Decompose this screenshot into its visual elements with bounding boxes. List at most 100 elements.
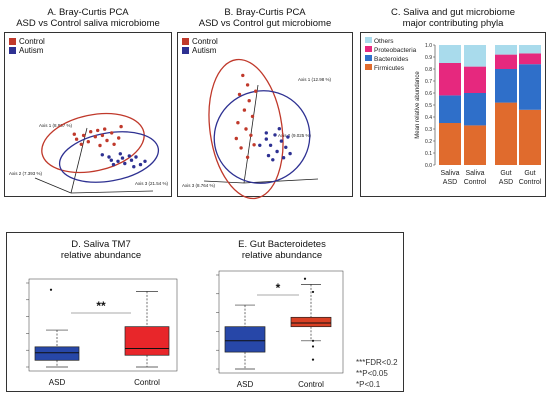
data-point-autism xyxy=(138,162,143,167)
data-point-control xyxy=(234,136,238,141)
data-point-control xyxy=(96,128,100,133)
data-point-autism xyxy=(275,149,279,154)
bar-segment-bacteroides xyxy=(439,95,461,123)
legend-label-control: Control xyxy=(19,37,45,46)
panel-c-plot: Others Proteobacteria Bacteroides Firmicute… xyxy=(365,37,542,186)
panel-b-title-line1: B. Bray-Curtis PCA xyxy=(224,7,306,18)
data-point-autism xyxy=(288,151,292,156)
axis-2-line xyxy=(203,180,245,184)
box-asd xyxy=(34,346,80,361)
panel-e-title-line1: E. Gut Bacteroidetes xyxy=(238,239,326,250)
bar-segment-others xyxy=(464,45,486,67)
panel-de: D. Saliva TM7 relative abundance E. Gut … xyxy=(6,232,404,392)
panel-c-title-line1: C. Saliva and gut microbiome xyxy=(390,7,516,18)
data-point-control xyxy=(250,114,255,119)
panel-b: B. Bray-Curtis PCA ASD vs Control gut mi… xyxy=(177,7,353,200)
data-point-control xyxy=(89,130,93,134)
data-point-control xyxy=(100,133,105,138)
panel-e-plot: ASD Control * xyxy=(216,270,344,389)
box-control xyxy=(124,326,170,356)
legend-swatch-proteobacteria xyxy=(365,46,372,52)
axis-3-line xyxy=(243,178,319,184)
panel-b-legend: Control Autism xyxy=(182,37,218,55)
y-tick-label: 0.7 xyxy=(425,79,432,85)
bar-segment-others xyxy=(495,45,517,55)
data-point-autism xyxy=(132,165,136,169)
x-tick-label: Control xyxy=(298,380,324,389)
y-tick-label: 0.2 xyxy=(425,139,432,145)
legend-label-proteobacteria: Proteobacteria xyxy=(374,47,417,54)
data-point-autism xyxy=(266,153,271,158)
data-point-autism xyxy=(118,152,123,156)
data-point-control xyxy=(239,146,243,150)
ellipse-control xyxy=(41,112,145,174)
axis-2-line xyxy=(34,177,72,194)
x-tick-label: Gut xyxy=(524,170,535,177)
ellipse-autism xyxy=(58,131,160,183)
data-point-autism xyxy=(258,143,262,147)
data-point-control xyxy=(103,127,107,131)
axis-2-label: Axis 2 (7.393 %) xyxy=(9,171,43,176)
bar-segment-bacteroides xyxy=(519,64,541,110)
y-tick-label: 0.6 xyxy=(425,91,432,97)
legend-swatch-autism xyxy=(182,47,189,54)
bar-segment-bacteroides xyxy=(464,93,486,126)
plot-frame xyxy=(28,278,178,372)
significance-marker: * xyxy=(276,281,281,295)
footnote-p05: **P<0.05 xyxy=(356,369,388,378)
x-tick-label: Control xyxy=(519,179,542,186)
data-point-control xyxy=(242,108,247,112)
outlier-point xyxy=(311,358,315,361)
data-point-autism xyxy=(273,133,277,137)
y-tick-label: 0.5 xyxy=(425,103,432,109)
panel-c-title-line2: major contributing phyla xyxy=(402,18,504,29)
y-axis-label: Mean relative abundance xyxy=(415,71,421,139)
outlier-point xyxy=(303,277,307,280)
legend-label-autism: Autism xyxy=(192,46,217,55)
data-point-control xyxy=(72,132,77,136)
data-point-control xyxy=(79,142,84,146)
axis-1-label: Axis 1 (12.98 %) xyxy=(298,77,332,82)
legend-item-control: Control xyxy=(182,37,218,46)
bar-segment-proteobacteria xyxy=(464,66,486,93)
panel-c: C. Saliva and gut microbiome major contr… xyxy=(360,7,546,197)
y-tick-label: 0.3 xyxy=(425,127,432,133)
data-point-autism xyxy=(123,161,127,166)
x-tick-label: ASD xyxy=(443,179,457,186)
data-point-control xyxy=(86,140,91,144)
legend-item-control: Control xyxy=(9,37,45,46)
panel-a-plot: Axis 1 (8.907 %) Axis 2 (7.393 %) Axis 3 (… xyxy=(9,112,169,194)
box-asd xyxy=(224,326,266,353)
legend-label-control: Control xyxy=(192,37,218,46)
bar-segment-others xyxy=(519,45,541,54)
axis-1-line xyxy=(70,127,88,194)
legend-item-autism: Autism xyxy=(9,46,45,55)
data-point-control xyxy=(241,73,245,78)
bar-segment-others xyxy=(439,45,461,63)
legend-swatch-bacteroides xyxy=(365,55,372,61)
panel-a-title-line1: A. Bray-Curtis PCA xyxy=(47,7,129,18)
y-tick-label: 0.8 xyxy=(425,67,432,73)
data-point-autism xyxy=(264,137,268,141)
data-point-control xyxy=(245,155,250,159)
x-tick-label: Control xyxy=(134,378,160,387)
bar-segment-firmicutes xyxy=(495,102,517,165)
outlier-point xyxy=(49,288,53,291)
plot-frame xyxy=(218,270,344,374)
data-point-control xyxy=(247,99,251,103)
x-tick-label: Saliva xyxy=(440,170,459,177)
data-point-autism xyxy=(279,139,284,143)
data-point-autism xyxy=(111,162,116,167)
legend-label-autism: Autism xyxy=(19,46,44,55)
y-tick-label: 0.1 xyxy=(425,151,432,157)
y-tick-label: 0.9 xyxy=(425,55,432,61)
y-tick-label: 1.0 xyxy=(425,43,432,49)
data-point-control xyxy=(249,133,253,137)
data-point-control xyxy=(254,89,258,93)
x-tick-label: ASD xyxy=(49,378,66,387)
outlier-point xyxy=(311,290,315,294)
outlier-point xyxy=(311,339,315,342)
data-point-control xyxy=(98,143,102,148)
bar-segment-proteobacteria xyxy=(519,53,541,65)
data-point-autism xyxy=(120,156,125,160)
